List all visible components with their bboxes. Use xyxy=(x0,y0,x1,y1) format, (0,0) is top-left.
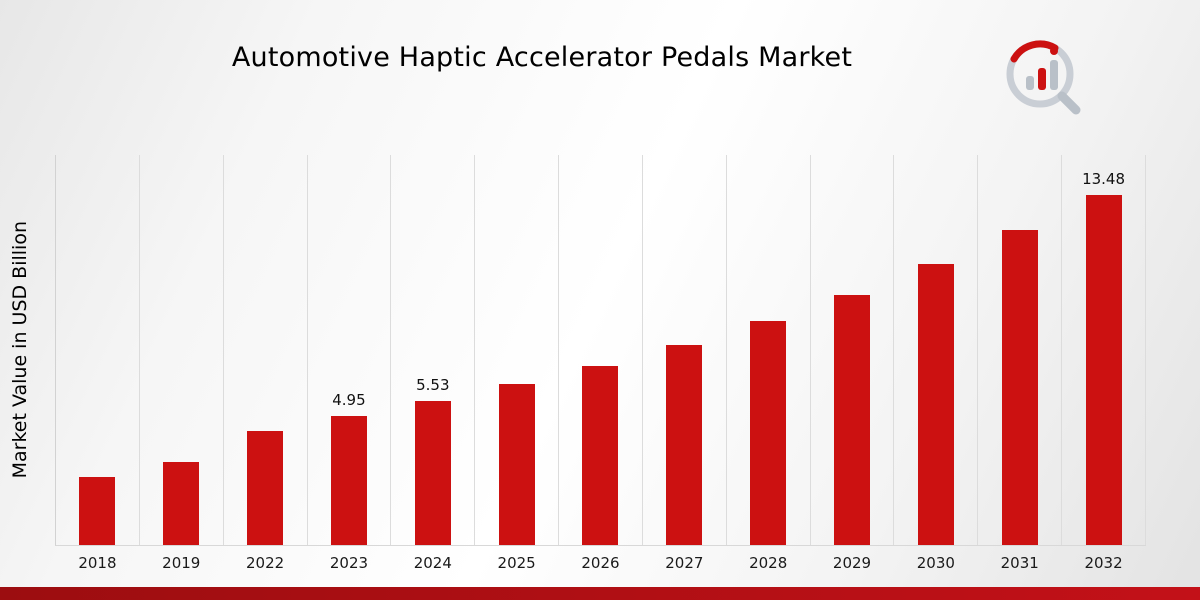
y-axis-label-box: Market Value in USD Billion xyxy=(2,155,38,545)
bar-2018 xyxy=(79,477,116,545)
bar-2027 xyxy=(666,345,703,545)
x-tick-label: 2023 xyxy=(329,554,369,572)
x-tick-label: 2022 xyxy=(246,554,285,572)
x-tick-label: 2018 xyxy=(78,554,117,572)
plot-area: 2018 2019 2022 4.95 2023 5.53 2024 2025 2026 2027… xyxy=(55,155,1146,572)
x-tick-label: 2026 xyxy=(581,554,620,572)
brand-logo xyxy=(988,26,1088,116)
bar-2024 xyxy=(414,401,451,545)
bar-2019 xyxy=(163,462,200,545)
x-tick-label: 2031 xyxy=(1000,554,1039,572)
category-cell: 2028 xyxy=(727,155,811,572)
bar-chart-magnifier-icon xyxy=(1006,40,1081,115)
category-cell: 5.53 2024 xyxy=(391,155,476,572)
category-cell: 2027 xyxy=(643,155,727,572)
category-cell: 2029 xyxy=(811,155,895,572)
bar-2029 xyxy=(834,295,871,545)
x-tick-label: 2024 xyxy=(413,554,452,572)
category-cell: 4.95 2023 xyxy=(308,155,392,572)
category-cell: 2018 xyxy=(56,155,140,572)
bar-2032 xyxy=(1085,195,1122,545)
category-cell: 2030 xyxy=(894,155,979,572)
category-cell: 2022 xyxy=(224,155,308,572)
y-axis-label: Market Value in USD Billion xyxy=(9,221,31,479)
x-tick-label: 2028 xyxy=(749,554,788,572)
bar-2025 xyxy=(498,384,535,545)
chart-title: Automotive Haptic Accelerator Pedals Mar… xyxy=(231,42,853,73)
bar-2031 xyxy=(1001,230,1038,545)
category-cell: 2019 xyxy=(140,155,224,572)
category-cell: 2025 xyxy=(475,155,560,572)
x-tick-label: 2027 xyxy=(665,554,704,572)
category-cell: 13.48 2032 xyxy=(1062,155,1146,572)
footer-accent-bar xyxy=(0,587,1200,600)
x-tick-label: 2030 xyxy=(916,554,955,572)
x-tick-label: 2032 xyxy=(1084,554,1123,572)
bar-value-label: 13.48 xyxy=(1082,170,1126,188)
bar-value-label: 5.53 xyxy=(416,376,450,394)
bar-2022 xyxy=(247,431,284,545)
x-tick-label: 2025 xyxy=(497,554,536,572)
bar-2028 xyxy=(750,321,787,545)
x-tick-label: 2019 xyxy=(162,554,201,572)
bar-2026 xyxy=(582,366,619,545)
bar-2023 xyxy=(330,416,367,545)
bar-value-label: 4.95 xyxy=(332,391,366,409)
category-cell: 2026 xyxy=(559,155,643,572)
bar-2030 xyxy=(917,264,954,545)
x-tick-label: 2029 xyxy=(832,554,872,572)
category-cell: 2031 xyxy=(978,155,1063,572)
